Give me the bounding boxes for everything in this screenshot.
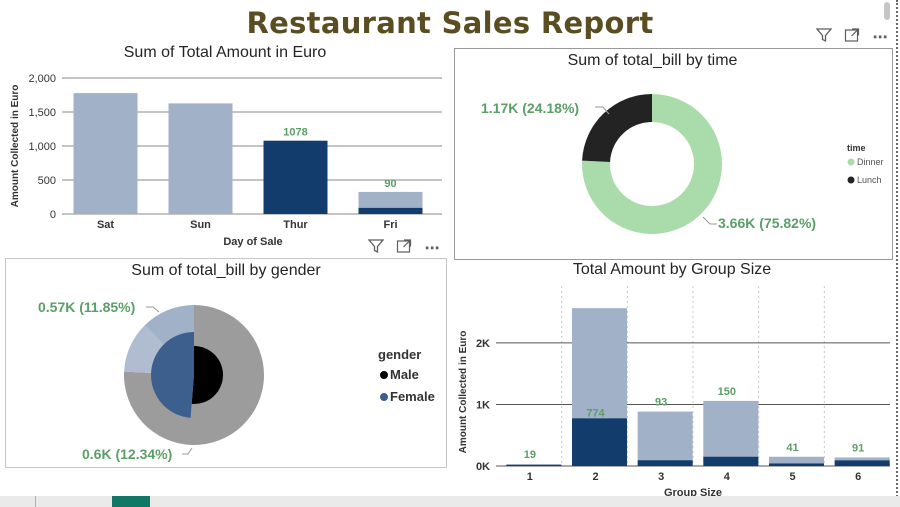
focus-mode-icon[interactable]	[396, 238, 412, 258]
y-tick-label: 1,000	[28, 141, 56, 153]
legend-marker	[380, 393, 388, 401]
bar-light	[703, 400, 759, 466]
data-label: 93	[655, 397, 667, 409]
bar-dark	[703, 456, 759, 466]
page-tabs-bar	[0, 496, 900, 507]
y-tick-label: 1K	[476, 399, 490, 411]
legend-title: time	[847, 143, 866, 153]
report-title: Restaurant Sales Report	[246, 6, 654, 40]
group-chart-title: Total Amount by Group Size	[572, 261, 772, 278]
inner-slice-female	[150, 332, 194, 418]
slice-label-dinner: 3.66K (75.82%)	[718, 215, 816, 231]
gender-chart-panel[interactable]: Sum of total_bill by gender 0.57K (11.85…	[5, 258, 447, 468]
legend-entry: Lunch	[857, 175, 882, 185]
time-chart-svg: 3.66K (75.82%) 1.17K (24.18%) time Dinner Lu…	[481, 94, 884, 235]
donut-slice-lunch	[582, 94, 652, 162]
y-tick-label: 0	[50, 209, 56, 221]
x-tick-label: 4	[724, 471, 731, 483]
focus-mode-icon[interactable]	[844, 27, 860, 47]
bar-dark	[358, 207, 423, 214]
day-chart-panel[interactable]: Sum of Total Amount in Euro 0 500 1,000 1,5…	[0, 40, 450, 252]
y-axis-title: Amount Collected in Euro	[458, 331, 469, 454]
x-tick-label: 1	[527, 471, 533, 483]
inner-slice-male	[191, 346, 224, 404]
data-label: 150	[718, 386, 736, 398]
x-tick-label: Sat	[97, 219, 114, 231]
bar-light	[637, 411, 693, 466]
outer-label: 0.6K (12.34%)	[82, 446, 172, 462]
y-tick-label: 1,500	[28, 107, 56, 119]
time-chart-panel[interactable]: Sum of total_bill by time 3.66K (75.82%)…	[454, 48, 893, 260]
filter-icon[interactable]	[815, 27, 833, 47]
bar-light	[73, 93, 138, 214]
bar-dark	[506, 464, 562, 466]
leader-line	[595, 106, 610, 115]
more-options-icon[interactable]: ⋯	[424, 240, 440, 257]
x-tick-label: 6	[855, 471, 861, 483]
outer-label: 0.57K (11.85%)	[38, 299, 135, 315]
x-tick-label: Sun	[190, 219, 211, 231]
bar-light	[168, 103, 233, 214]
group-chart-panel[interactable]: Total Amount by Group Size 0K 1K 2K 19 1 774 2…	[452, 258, 892, 498]
scrollbar-thumb[interactable]	[884, 2, 890, 20]
data-label: 91	[852, 442, 864, 454]
bar-dark	[769, 463, 824, 466]
x-tick-label: 2	[592, 471, 598, 483]
y-axis-title: Amount Collected in Euro	[10, 85, 21, 208]
canvas-edge	[896, 0, 898, 497]
x-axis-title: Day of Sale	[223, 236, 282, 248]
legend-entry: Dinner	[857, 157, 884, 167]
leader-line	[146, 306, 160, 313]
filter-icon[interactable]	[367, 238, 385, 258]
data-label: 90	[384, 178, 396, 190]
y-tick-label: 2K	[476, 338, 490, 350]
group-chart-svg: 0K 1K 2K 19 1 774 2 93 3 150 4 41 5 91 6 Group Size Amou…	[458, 286, 890, 498]
y-tick-label: 0K	[476, 461, 490, 473]
bar-dark	[572, 418, 627, 466]
page-tab-divider	[35, 496, 36, 507]
gender-chart-title: Sum of total_bill by gender	[131, 262, 321, 279]
page-tab-active[interactable]	[112, 496, 150, 507]
y-tick-label: 500	[38, 175, 56, 187]
legend-marker	[847, 176, 855, 184]
time-chart-toolbar: ⋯	[815, 27, 888, 47]
data-label: 41	[786, 442, 798, 454]
time-chart-title: Sum of total_bill by time	[567, 52, 738, 69]
x-tick-label: Thur	[283, 219, 308, 231]
data-label: 19	[524, 449, 536, 461]
y-tick-label: 2,000	[28, 73, 56, 85]
day-chart-svg: 0 500 1,000 1,500 2,000 Sat Sun 1078 Thur 90 Fri Da…	[10, 73, 442, 248]
day-chart-title: Sum of Total Amount in Euro	[123, 44, 327, 61]
gender-chart-svg: 0.57K (11.85%) 0.6K (12.34%) gender Male Fem…	[38, 299, 435, 462]
leader-line	[702, 216, 717, 225]
bar-light	[769, 456, 824, 466]
more-options-icon[interactable]: ⋯	[872, 29, 888, 46]
data-label: 1078	[283, 127, 307, 139]
legend-entry: Female	[390, 389, 435, 404]
slice-label-lunch: 1.17K (24.18%)	[481, 100, 579, 116]
x-axis-title: Group Size	[664, 487, 722, 498]
legend-title: gender	[378, 347, 421, 362]
leader-line	[182, 447, 193, 455]
donut-slice-dinner	[582, 94, 722, 235]
bar-dark	[263, 140, 328, 214]
data-label: 774	[586, 407, 605, 419]
bar-dark	[834, 460, 890, 466]
x-tick-label: Fri	[383, 219, 397, 231]
legend-marker	[380, 371, 388, 379]
x-tick-label: 5	[789, 471, 795, 483]
x-tick-label: 3	[658, 471, 664, 483]
legend-entry: Male	[390, 367, 419, 382]
gender-chart-toolbar: ⋯	[367, 238, 440, 258]
legend-marker	[847, 158, 855, 166]
bar-dark	[637, 460, 693, 466]
